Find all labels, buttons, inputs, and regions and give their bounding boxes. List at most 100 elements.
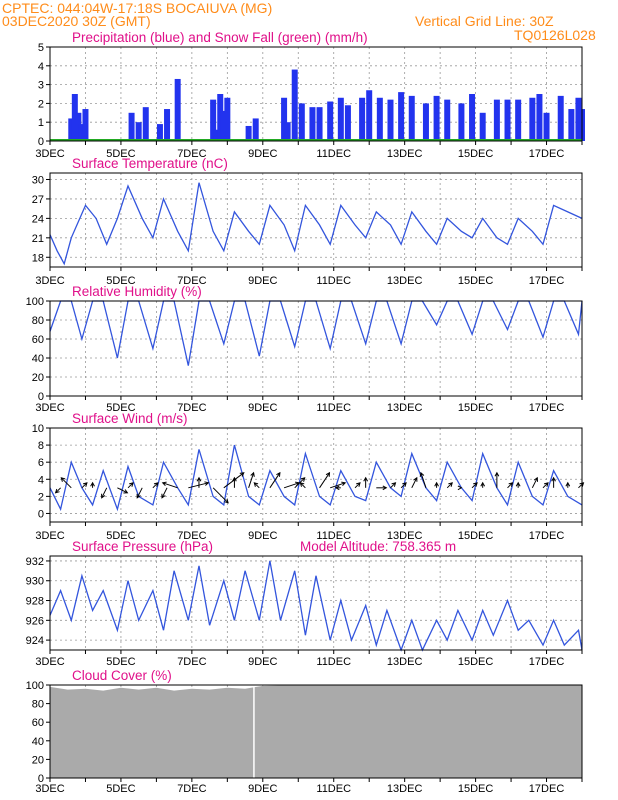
cloud-area [50,685,582,778]
precip-ytick-label: 3 [38,80,44,92]
wind-arrow [319,472,330,489]
temp-ytick-label: 27 [32,194,44,206]
precip-frame [49,46,583,142]
panels: Precipitation (blue) and Snow Fall (gree… [26,30,585,795]
wind-arrow-head [533,476,538,482]
wind-arrow-head [276,471,281,477]
wind-arrow [531,477,538,489]
wind-arrow [411,477,418,489]
precip-panel: Precipitation (blue) and Snow Fall (gree… [35,30,585,160]
wind-xtick-label: 13DEC [387,530,423,542]
run-date: 03DEC2020 30Z (GMT) [2,13,151,29]
precip-xtick-label: 17DEC [529,148,565,160]
pres-title: Surface Pressure (hPa) [72,539,213,554]
rh-ytick-label: 100 [26,296,44,308]
wind-arrow-head [161,481,167,487]
wind-arrow [162,482,178,489]
pres-frame [49,555,583,651]
precip-bar [515,99,522,141]
precip-bar [298,103,305,141]
pres-series-line [49,560,583,652]
cloud-frame [49,684,583,779]
wind-ytick-label: 6 [38,457,44,469]
precip-xtick-label: 9DEC [248,148,277,160]
precip-bar [284,122,291,141]
precip-bar [291,69,298,141]
precip-bar [398,92,405,141]
precip-bar [504,99,511,141]
precip-bar [210,99,217,141]
temp-xtick-label: 3DEC [35,275,64,287]
wind-xtick-label: 11DEC [316,530,351,542]
wind-panel: Surface Wind (m/s) 0 2 4 6 8 10 3DEC 5DEC 7DEC 9DE… [32,411,585,542]
wind-arrow [269,472,281,489]
precip-bar [337,97,344,141]
precip-bar [557,95,564,141]
pres-ytick-label: 930 [26,576,44,588]
wind-arrow-head [515,481,521,487]
precip-bar [366,90,373,141]
wind-xtick-label: 7DEC [177,530,206,542]
cloud-ytick-label: 0 [38,773,44,785]
precip-title: Precipitation (blue) and Snow Fall (gree… [72,30,368,45]
precip-xtick-label: 7DEC [177,148,206,160]
pres-panel: Surface Pressure (hPa) Model Altitude: 75… [26,539,583,668]
wind-arrow-head [565,481,571,487]
temp-ytick-label: 24 [32,213,44,225]
cloud-xtick-label: 7DEC [177,783,206,795]
wind-arrow [248,472,255,488]
rh-frame [49,300,583,397]
wind-xtick-label: 3DEC [35,530,64,542]
precip-bar [568,109,575,141]
precip-ytick-label: 0 [38,136,44,148]
precip-bar [220,110,227,141]
wind-arrow-head [402,482,407,487]
wind-arrow-head [413,476,418,482]
temp-series-line [49,182,583,266]
wind-arrow [507,482,513,489]
precip-bar [135,122,142,141]
wind-arrow [212,487,229,504]
wind-arrow-head [419,471,425,477]
precip-bar [575,97,582,141]
precip-bar [78,124,85,141]
wind-ytick-label: 2 [38,491,44,503]
wind-arrow [446,482,453,489]
precip-bar [408,95,415,141]
cloud-xtick-label: 13DEC [387,783,423,795]
wind-arrow [101,487,108,499]
precip-ytick-label: 4 [38,61,44,73]
precip-bar [213,129,220,141]
wind-arrow [117,487,128,494]
pres-ytick-label: 926 [26,615,44,627]
wind-xtick-label: 15DEC [458,530,494,542]
temp-xtick-label: 15DEC [458,275,494,287]
wind-arrow [55,487,61,494]
precip-bar [309,107,316,141]
wind-arrow [127,482,134,489]
cloud-ytick-label: 40 [32,736,44,748]
wind-ytick-label: 8 [38,440,44,452]
rh-ytick-label: 0 [38,391,44,403]
rh-xtick-label: 7DEC [177,402,206,414]
precip-bar [71,94,78,141]
precip-bar [376,97,383,141]
wind-arrow-head [253,482,259,487]
wind-arrow [188,482,209,489]
cloud-xtick-label: 11DEC [316,783,351,795]
precip-bar [536,94,543,141]
temp-xtick-label: 5DEC [106,275,135,287]
cloud-xtick-label: 5DEC [106,783,135,795]
wind-arrow-head [543,482,549,487]
model-id: TQ0126L028 [514,27,596,43]
precip-bar [316,107,323,141]
wind-arrow-head [161,493,166,499]
cloud-ytick-label: 20 [32,754,44,766]
wind-arrow-head [60,477,66,482]
wind-series-line [49,444,583,512]
wind-arrow-head [391,482,397,487]
wind-arrow [420,472,427,488]
rh-title: Relative Humidity (%) [72,284,202,299]
wind-arrow [354,482,361,489]
wind-xtick-label: 5DEC [106,530,135,542]
